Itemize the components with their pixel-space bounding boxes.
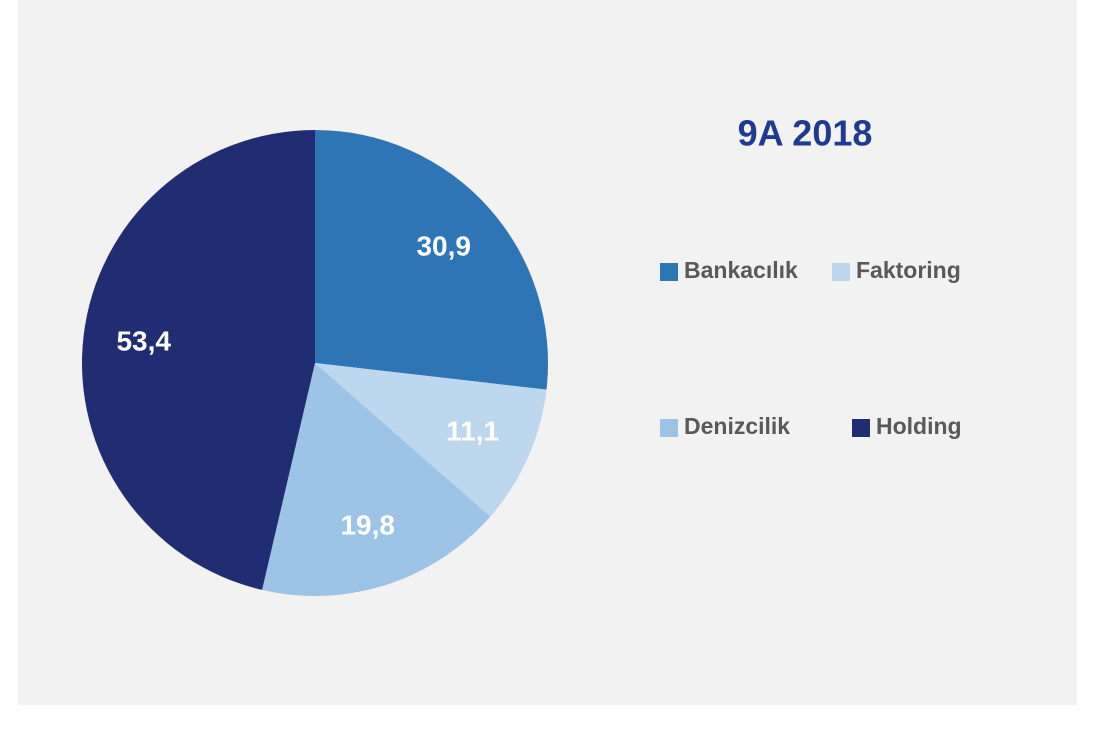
legend-swatch <box>660 419 678 437</box>
legend-label: Bankacılık <box>684 257 798 283</box>
legend-swatch <box>852 419 870 437</box>
pie-slice <box>262 363 491 596</box>
data-label: 53,4 <box>116 326 171 357</box>
chart-title: 9A 2018 <box>738 113 873 154</box>
legend-label: Holding <box>876 413 962 439</box>
data-label: 19,8 <box>340 510 395 541</box>
legend-swatch <box>832 263 850 281</box>
legend-swatch <box>660 263 678 281</box>
legend-label: Denizcilik <box>684 413 790 439</box>
pie-slice <box>81 130 316 590</box>
data-label: 30,9 <box>416 231 471 262</box>
legend-label: Faktoring <box>856 257 961 283</box>
pie-slice <box>315 130 548 390</box>
pie-slice <box>315 363 547 517</box>
data-label: 11,1 <box>446 415 499 446</box>
